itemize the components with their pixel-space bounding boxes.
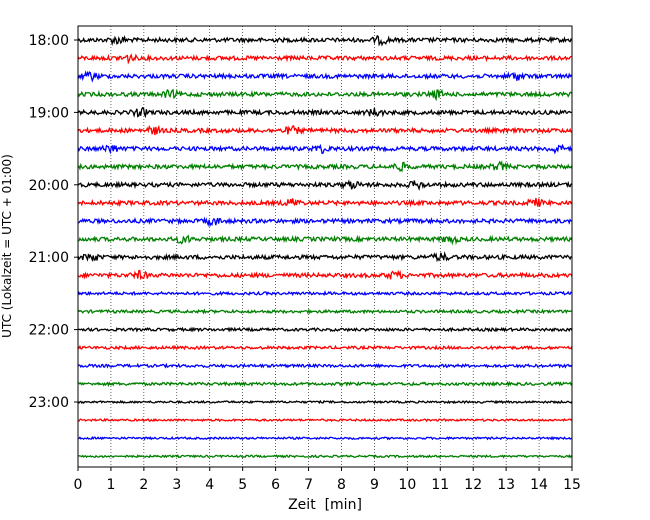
trace-1900 xyxy=(77,106,573,119)
y-tick-label: 20:00 xyxy=(29,178,69,194)
y-tick-label: 23:00 xyxy=(29,395,69,411)
x-tick-label: 1 xyxy=(106,477,115,493)
trace-1800 xyxy=(77,34,573,47)
trace-2315 xyxy=(77,417,573,423)
trace-2145 xyxy=(77,308,573,315)
trace-2115 xyxy=(77,269,573,281)
trace-2200 xyxy=(77,326,573,333)
x-axis-label: Zeit [min] xyxy=(288,497,362,513)
trace-2045 xyxy=(77,234,573,246)
trace-2030 xyxy=(77,216,573,228)
trace-2230 xyxy=(77,362,573,369)
x-tick-label: 15 xyxy=(563,477,581,493)
trace-1845 xyxy=(77,88,573,102)
x-tick-label: 10 xyxy=(398,477,416,493)
trace-2015 xyxy=(77,197,573,208)
x-tick-label: 12 xyxy=(464,477,482,493)
y-axis-label: UTC (Lokalzeit = UTC + 01:00) xyxy=(0,154,14,338)
x-tick-label: 11 xyxy=(431,477,449,493)
x-tick-label: 3 xyxy=(172,477,181,493)
trace-1830 xyxy=(77,70,573,83)
trace-2100 xyxy=(77,250,573,263)
x-tick-label: 7 xyxy=(304,477,313,493)
x-tick-label: 6 xyxy=(271,477,280,493)
x-tick-label: 4 xyxy=(205,477,214,493)
trace-2300 xyxy=(77,399,573,405)
x-tick-label: 2 xyxy=(139,477,148,493)
y-tick-label: 21:00 xyxy=(29,250,69,266)
trace-2000 xyxy=(77,179,573,192)
y-tick-label: 18:00 xyxy=(29,33,69,49)
y-tick-label: 22:00 xyxy=(29,323,69,339)
trace-2330 xyxy=(77,435,573,441)
x-tick-label: 5 xyxy=(238,477,247,493)
plot-background xyxy=(78,26,572,467)
trace-1930 xyxy=(77,143,573,155)
plot-frame xyxy=(77,25,573,468)
x-tick-label: 14 xyxy=(530,477,548,493)
seismic-traces xyxy=(77,34,573,459)
x-tick-label: 0 xyxy=(74,477,83,493)
y-tick-label: 19:00 xyxy=(29,105,69,121)
trace-1915 xyxy=(77,124,573,136)
trace-2215 xyxy=(77,344,573,351)
trace-2345 xyxy=(77,454,573,459)
x-tick-label: 9 xyxy=(370,477,379,493)
trace-1815 xyxy=(77,53,573,65)
y-axis-ticks: 18:00 19:00 20:00 21:00 22:00 23:00 xyxy=(29,33,78,411)
trace-2130 xyxy=(77,290,573,297)
x-tick-label: 8 xyxy=(337,477,346,493)
x-axis-ticks: 0 1 2 3 4 5 6 7 8 9 10 11 12 13 14 15 xyxy=(74,467,581,493)
trace-1945 xyxy=(77,160,573,173)
x-tick-label: 13 xyxy=(497,477,515,493)
trace-2245 xyxy=(77,380,573,388)
